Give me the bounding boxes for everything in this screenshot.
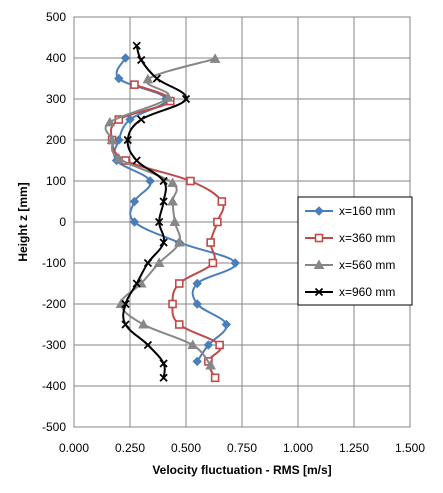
- data-point: [221, 319, 232, 330]
- x-tick-label: 1.000: [283, 441, 313, 455]
- data-point: [159, 176, 168, 186]
- y-tick-label: 500: [46, 10, 66, 24]
- data-point: [120, 53, 131, 63]
- legend-item-x-560-mm: x=560 mm: [305, 258, 395, 272]
- data-point: [192, 299, 202, 309]
- data-point: [132, 279, 141, 288]
- legend: x=160 mm x=360 mm x=560 mm x=960 mm: [297, 196, 413, 306]
- series-layer: [104, 41, 240, 383]
- data-point: [132, 156, 141, 165]
- data-point: [174, 279, 184, 288]
- data-point: [215, 340, 224, 350]
- data-point: [145, 176, 155, 186]
- y-tick-label: -500: [42, 420, 66, 434]
- data-point: [181, 94, 191, 104]
- data-point: [167, 195, 178, 206]
- data-point: [123, 135, 132, 145]
- data-point: [106, 134, 118, 144]
- series-line: [104, 57, 216, 367]
- data-point: [137, 115, 146, 124]
- data-point: [209, 53, 221, 63]
- data-point: [173, 236, 185, 247]
- x-tick-label: 0.000: [59, 441, 89, 455]
- legend-marker: [314, 206, 324, 216]
- data-point: [121, 320, 130, 329]
- series-x-560-mm: [104, 53, 221, 370]
- data-point: [137, 55, 146, 65]
- x-tick-label: 1.250: [339, 441, 369, 455]
- data-point: [143, 340, 153, 350]
- data-point: [125, 114, 135, 125]
- data-point: [205, 359, 216, 370]
- legend-item-x-360-mm: x=360 mm: [305, 231, 395, 245]
- data-point: [159, 197, 168, 206]
- data-point: [142, 73, 154, 84]
- y-tick-label: 300: [46, 92, 66, 106]
- y-tick-label: 100: [46, 174, 66, 188]
- data-point: [203, 340, 214, 350]
- data-point: [174, 320, 184, 329]
- x-tick-label: 0.500: [171, 441, 201, 455]
- data-point: [130, 80, 139, 89]
- data-point: [104, 116, 116, 127]
- data-point: [121, 299, 130, 309]
- data-point: [213, 217, 222, 227]
- y-tick-label: -400: [42, 379, 66, 393]
- data-point: [113, 152, 125, 163]
- y-tick-label: 0: [59, 215, 66, 229]
- data-point: [192, 356, 202, 367]
- data-point: [206, 238, 215, 247]
- data-point: [167, 177, 178, 188]
- x-tick-label: 0.750: [227, 441, 257, 455]
- series-line: [109, 83, 225, 379]
- legend-item-x-960-mm: x=960 mm: [305, 285, 395, 299]
- y-tick-label: -200: [42, 297, 66, 311]
- data-point: [187, 339, 199, 349]
- data-point: [152, 74, 162, 83]
- y-tick-label: 400: [46, 51, 66, 65]
- data-point: [129, 196, 140, 207]
- data-point: [186, 176, 195, 186]
- data-point: [192, 278, 202, 289]
- legend-item-x-160-mm: x=160 mm: [305, 204, 395, 218]
- x-axis-title: Velocity fluctuation - RMS [m/s]: [152, 463, 331, 477]
- data-point: [154, 217, 164, 227]
- y-tick-label: -300: [42, 338, 66, 352]
- y-tick-labels: 500 400 300 200 100 0 -100 -200 -300 -400 -500: [42, 10, 66, 434]
- data-point: [138, 318, 149, 329]
- x-tick-label: 1.500: [395, 441, 425, 455]
- data-point: [210, 373, 220, 383]
- data-point: [159, 373, 168, 382]
- legend-label: x=160 mm: [339, 204, 395, 218]
- data-point: [217, 197, 227, 206]
- y-tick-label: 200: [46, 133, 66, 147]
- legend-marker: [313, 259, 325, 269]
- data-point: [159, 238, 168, 247]
- legend-label: x=560 mm: [339, 258, 395, 272]
- data-point: [114, 73, 124, 84]
- legend-items: x=160 mm x=360 mm x=560 mm x=960 mm: [305, 204, 395, 299]
- legend-label: x=360 mm: [339, 231, 395, 245]
- legend-marker: [314, 233, 324, 243]
- data-point: [230, 258, 240, 268]
- legend-box: [297, 196, 413, 306]
- legend-marker: [314, 287, 324, 297]
- x-tick-label: 0.250: [115, 441, 145, 455]
- y-axis-title: Height z [mm]: [16, 182, 30, 261]
- legend-label: x=960 mm: [339, 285, 395, 299]
- y-tick-label: -100: [42, 256, 66, 270]
- data-point: [169, 216, 181, 226]
- data-point: [162, 92, 174, 102]
- data-point: [168, 299, 177, 309]
- data-point: [143, 258, 153, 268]
- data-point: [208, 258, 218, 268]
- data-point: [129, 217, 140, 227]
- data-point: [153, 257, 165, 267]
- series-x-960-mm: [121, 41, 191, 382]
- x-tick-labels: 0.000 0.250 0.500 0.750 1.000 1.250 1.500: [59, 441, 425, 455]
- data-point: [159, 359, 168, 368]
- data-point: [132, 41, 141, 50]
